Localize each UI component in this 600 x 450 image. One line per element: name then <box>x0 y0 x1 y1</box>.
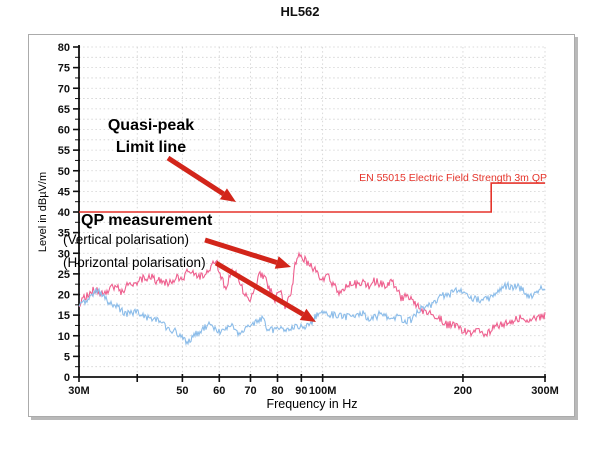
y-tick-label: 5 <box>64 351 70 363</box>
x-tick-label: 60 <box>213 385 225 397</box>
x-tick-label: 80 <box>271 385 283 397</box>
y-tick-label: 55 <box>58 145 70 157</box>
measurement-trace <box>78 251 546 338</box>
annotation-line: Limit line <box>115 139 187 156</box>
y-tick-label: 70 <box>58 83 70 95</box>
x-tick-label: 100M <box>309 385 337 397</box>
chart-panel <box>28 34 575 417</box>
annotation-qp-measurement: QP measurement <box>81 212 213 229</box>
x-tick-label: 30M <box>68 385 89 397</box>
limit-line-trace <box>79 182 545 213</box>
y-tick-label: 20 <box>58 290 70 302</box>
y-tick-label: 0 <box>64 372 70 384</box>
annotation-arrow <box>214 260 305 317</box>
y-tick-label: 80 <box>58 42 70 54</box>
x-tick-label: 90 <box>295 385 307 397</box>
y-tick-label: 45 <box>58 186 70 198</box>
limit-line-label: EN 55015 Electric Field Strength 3m QP <box>359 172 547 184</box>
y-tick-label: 25 <box>58 269 70 281</box>
y-tick-label: 10 <box>58 331 70 343</box>
x-tick-label: 300M <box>531 385 559 397</box>
y-tick-label: 60 <box>58 125 70 137</box>
y-tick-label: 65 <box>58 104 70 116</box>
y-axis-label: Level in dBµV/m <box>37 171 49 253</box>
measurement-trace <box>78 280 546 346</box>
annotation-arrowhead <box>299 308 316 322</box>
y-tick-label: 15 <box>58 310 70 322</box>
x-tick-label: 70 <box>244 385 256 397</box>
y-tick-label: 35 <box>58 228 70 240</box>
annotation-vertical-polarisation: (Vertical polarisation) <box>63 232 190 247</box>
y-tick-label: 75 <box>58 63 70 75</box>
annotation-arrowhead <box>219 188 236 202</box>
annotation-quasi-peak-limit-line: Quasi-peak Limit line <box>86 115 216 159</box>
annotation-horizontal-polarisation: (Horizontal polarisation) <box>63 255 206 270</box>
page-title: HL562 <box>280 4 320 19</box>
y-tick-label: 30 <box>58 248 70 260</box>
x-tick-label: 50 <box>176 385 188 397</box>
y-tick-label: 50 <box>58 166 70 178</box>
x-tick-label: 200 <box>454 385 472 397</box>
annotation-arrowhead <box>274 256 291 269</box>
y-tick-label: 40 <box>58 207 70 219</box>
x-axis-label: Frequency in Hz <box>266 397 358 411</box>
annotation-arrow <box>204 237 278 265</box>
annotation-arrow <box>166 155 225 196</box>
annotation-line: Quasi-peak <box>107 117 195 134</box>
